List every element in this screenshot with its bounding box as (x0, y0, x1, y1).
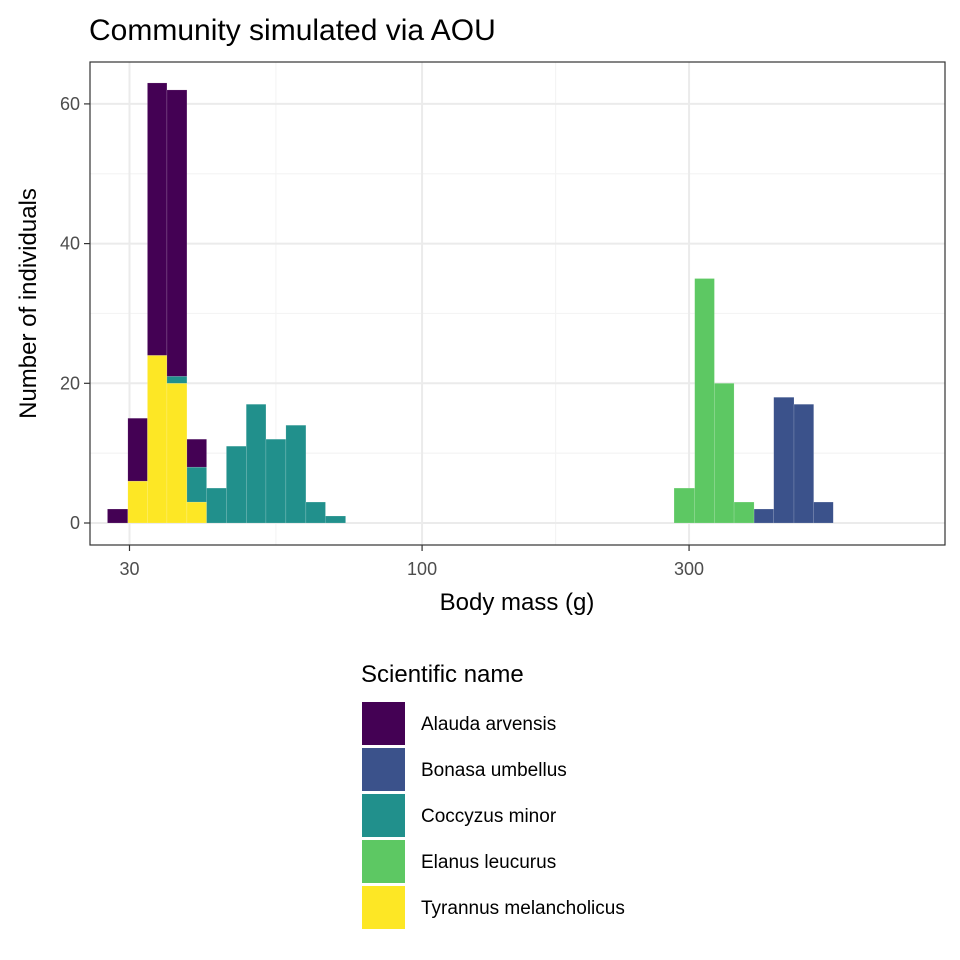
bar-tyrannus-melancholicus (166, 383, 188, 524)
bar-coccyzus-minor (265, 438, 287, 524)
x-tick-label: 100 (407, 559, 437, 579)
legend-key-elanus-leucurus (362, 840, 405, 883)
bar-coccyzus-minor (206, 487, 227, 524)
bar-coccyzus-minor (186, 466, 207, 503)
x-axis: 30 100 300 (119, 545, 704, 579)
bar-alauda-arvensis (186, 438, 207, 468)
legend-label: Coccyzus minor (421, 806, 557, 827)
legend-key-tyrannus-melancholicus (362, 886, 405, 929)
bar-tyrannus-melancholicus (147, 355, 168, 524)
x-tick-label: 30 (119, 559, 139, 579)
legend: Scientific name Alauda arvensis Bonasa um… (361, 661, 625, 929)
bar-coccyzus-minor (226, 445, 247, 524)
histogram-bars (107, 82, 834, 524)
y-tick-label: 20 (60, 373, 80, 393)
legend-label: Bonasa umbellus (421, 760, 567, 781)
bar-alauda-arvensis (147, 82, 168, 356)
bar-tyrannus-melancholicus (186, 501, 207, 524)
legend-key-alauda-arvensis (362, 702, 405, 745)
bar-elanus-leucurus (714, 383, 735, 524)
y-axis-title: Number of individuals (15, 188, 42, 419)
bar-elanus-leucurus (694, 278, 715, 524)
y-tick-label: 60 (60, 94, 80, 114)
bar-elanus-leucurus (733, 501, 755, 524)
y-tick-label: 40 (60, 234, 80, 254)
legend-label: Tyrannus melancholicus (421, 898, 625, 919)
bar-alauda-arvensis (107, 508, 129, 524)
panel-border (89, 61, 946, 546)
chart-title: Community simulated via AOU (89, 14, 496, 47)
bar-coccyzus-minor (325, 515, 346, 524)
legend-title: Scientific name (361, 661, 524, 688)
bar-bonasa-umbellus (753, 508, 774, 524)
bar-tyrannus-melancholicus (127, 480, 148, 524)
x-axis-title: Body mass (g) (440, 589, 595, 616)
bar-bonasa-umbellus (773, 397, 795, 524)
plot-panel (90, 62, 945, 545)
legend-key-bonasa-umbellus (362, 748, 405, 791)
bar-coccyzus-minor (285, 425, 307, 524)
legend-label: Alauda arvensis (421, 714, 556, 735)
bar-alauda-arvensis (127, 418, 148, 482)
y-axis: 0 20 40 60 (60, 94, 90, 533)
legend-label: Elanus leucurus (421, 852, 556, 873)
bar-bonasa-umbellus (793, 404, 814, 524)
legend-key-coccyzus-minor (362, 794, 405, 837)
bar-alauda-arvensis (166, 89, 188, 377)
bar-bonasa-umbellus (813, 501, 834, 524)
x-tick-label: 300 (674, 559, 704, 579)
bar-coccyzus-minor (166, 376, 188, 384)
bar-elanus-leucurus (673, 487, 695, 524)
bar-coccyzus-minor (246, 404, 267, 524)
bar-coccyzus-minor (305, 501, 326, 524)
y-tick-label: 0 (70, 513, 80, 533)
